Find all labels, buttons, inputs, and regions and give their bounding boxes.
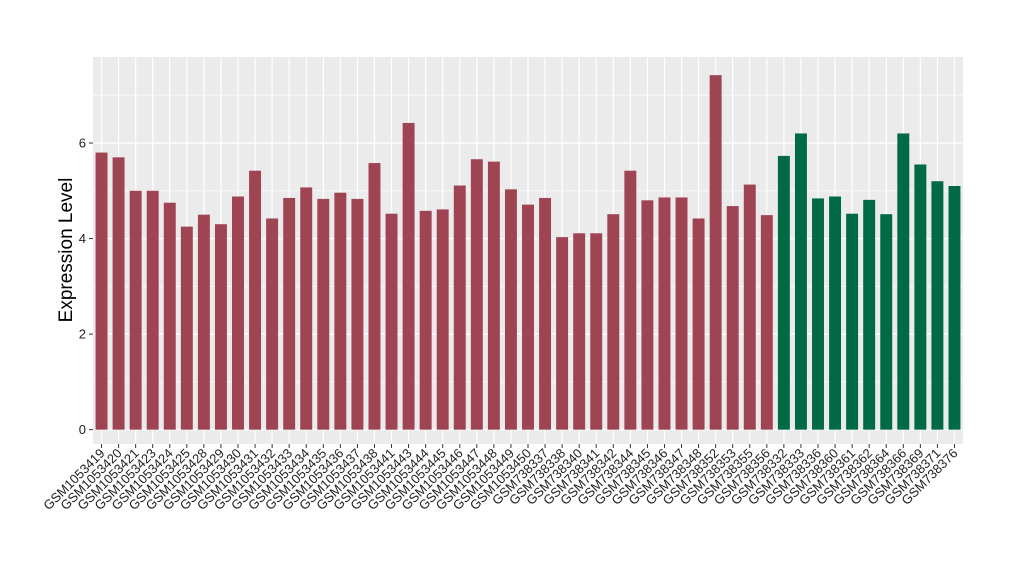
bar-GSM738344 [624,170,637,430]
bar-GSM738366 [897,133,910,430]
bar-GSM1053425 [180,226,193,430]
bar-GSM738338 [556,237,569,430]
bar-GSM738337 [539,197,552,430]
bar-GSM1053431 [249,170,262,430]
bar-GSM1053444 [419,210,432,430]
bar-GSM1053420 [112,157,125,430]
bar-GSM738345 [641,200,654,430]
bar-GSM1053443 [402,122,415,430]
bar-GSM1053421 [129,190,142,430]
bars [95,75,961,430]
bar-GSM738376 [948,186,961,430]
y-tick-label: 0 [79,422,86,437]
bar-GSM738364 [880,214,893,430]
bar-GSM738362 [863,199,876,430]
bar-GSM1053428 [197,214,210,430]
bar-GSM1053447 [470,159,483,430]
bar-GSM738346 [658,197,671,430]
bar-GSM738361 [846,213,859,430]
bar-GSM1053429 [214,224,227,430]
bar-GSM738342 [607,214,620,430]
y-axis: 0 2 4 6 [79,136,93,437]
bar-GSM1053433 [283,197,296,430]
y-tick-label: 4 [79,231,86,246]
bar-GSM1053446 [453,185,466,430]
bar-GSM738353 [726,206,739,430]
bar-GSM1053430 [232,196,244,430]
bar-GSM1053419 [95,152,108,430]
bar-GSM1053432 [266,218,279,430]
bar-GSM1053450 [522,204,534,430]
y-tick-label: 6 [79,136,86,151]
bar-GSM1053436 [334,192,347,430]
y-tick-label: 2 [79,327,86,342]
bar-GSM738341 [590,233,603,430]
bar-GSM1053424 [163,202,176,430]
bar-GSM1053449 [504,189,517,430]
bar-GSM738369 [914,164,927,430]
bar-GSM738333 [794,133,807,430]
bar-GSM1053437 [351,198,364,430]
bar-GSM738347 [675,197,688,430]
bar-GSM1053438 [368,163,381,430]
bar-GSM738340 [573,233,586,430]
bar-GSM738336 [812,198,824,430]
bar-GSM1053441 [385,213,398,430]
bar-GSM1053435 [317,198,330,430]
bar-GSM1053423 [146,190,159,430]
bar-GSM738355 [743,184,756,430]
bar-GSM1053448 [487,161,500,430]
bar-GSM1053434 [300,187,313,430]
bar-GSM738332 [777,155,790,430]
bar-GSM738348 [692,218,705,430]
bar-GSM738356 [760,215,773,430]
y-axis-title: Expression Level [56,178,77,323]
bar-GSM1053445 [436,209,449,430]
bar-GSM738360 [829,196,842,430]
bar-GSM738352 [709,75,722,430]
x-axis: GSM1053419GSM1053420GSM1053421GSM1053423… [40,444,961,513]
bar-GSM738371 [931,181,944,430]
